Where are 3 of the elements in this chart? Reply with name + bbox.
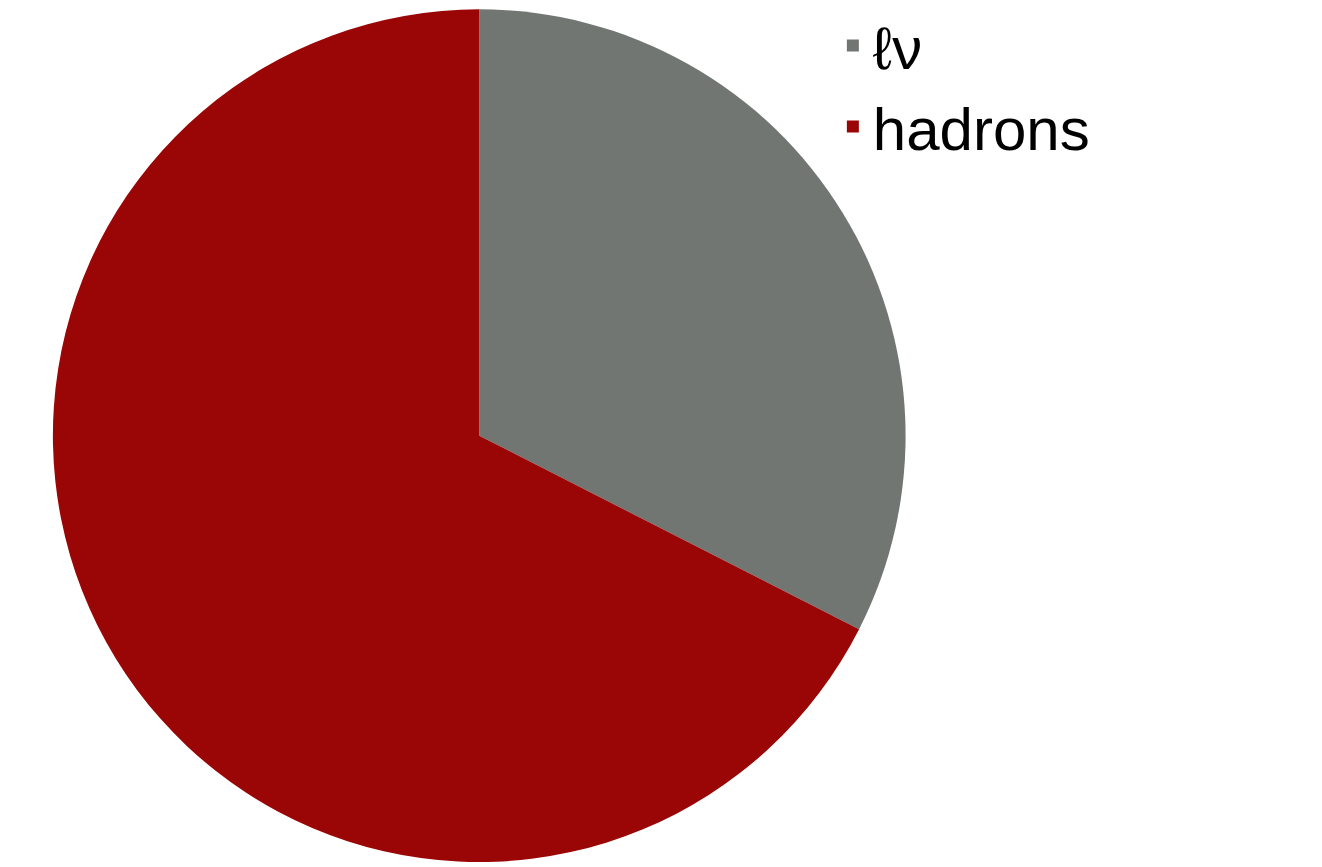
legend-label: hadrons (872, 95, 1090, 163)
pie-slice (53, 9, 860, 862)
legend-label: ℓν (872, 14, 923, 82)
